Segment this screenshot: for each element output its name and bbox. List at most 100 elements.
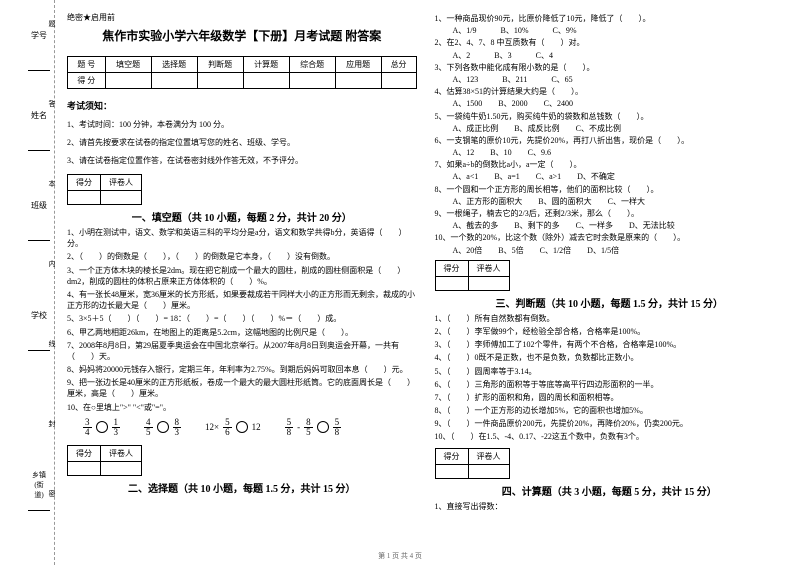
- fill-q: 6、甲乙两地相距26km，在地图上的距离是5.2cm，这幅地图的比例尺是（ ）。: [67, 327, 417, 338]
- choice-opts: A、2 B、3 C、4: [453, 50, 785, 61]
- td: [381, 73, 416, 89]
- choice-opts: A、20倍 B、5倍 C、1/2倍 D、1/5倍: [453, 245, 785, 256]
- choice-q: 2、在2、4、7、8 中互质数有（ ）对。: [435, 37, 785, 48]
- judge-q: 10、（ ）在1.5、-4、0.17、-22这五个数中，负数有3个。: [435, 431, 785, 442]
- margin-line: [28, 350, 50, 351]
- sb-label: 评卷人: [468, 260, 509, 276]
- choice-q: 8、一个圆和一个正方形的周长相等，他们的面积比较（ ）。: [435, 184, 785, 195]
- fill-q: 9、把一张边长是40厘米的正方形纸板，卷成一个最大的最大圆柱形纸筒。它的底面周长…: [67, 377, 417, 399]
- notice-item: 3、请在试卷指定位置作答，在试卷密封线外作答无效，不予评分。: [67, 155, 417, 167]
- sb-cell: [468, 276, 509, 290]
- score-table: 题 号 填空题 选择题 判断题 计算题 综合题 应用题 总分 得 分: [67, 56, 417, 89]
- choice-opts: A、a<1 B、a=1 C、a>1 D、不确定: [453, 171, 785, 182]
- sb-label: 评卷人: [101, 175, 142, 191]
- fill-q: 5、3×5＋5（ ）（ ）= 18：（ ）=（ ）（ ）%＝（ ）成。: [67, 313, 417, 324]
- circle-blank: [157, 421, 169, 433]
- td: [289, 73, 335, 89]
- margin-line: [28, 510, 50, 511]
- seal-char: 内: [47, 260, 57, 267]
- judge-q: 3、（ ）李师傅加工了102个零件，有两个不合格，合格率是100%。: [435, 339, 785, 350]
- sb-cell: [101, 461, 142, 475]
- judge-q: 4、（ ）0既不是正数，也不是负数，负数都比正数小。: [435, 352, 785, 363]
- right-column: 1、一种商品现价90元，比原价降低了10元，降低了（ ）。 A、1/9 B、10…: [435, 12, 785, 559]
- fill-q: 10、在○里填上">" "<"或"="。: [67, 402, 417, 413]
- seal-char: 本: [47, 180, 57, 187]
- frac-compare: 34 13: [83, 418, 120, 437]
- choice-q: 1、一种商品现价90元，比原价降低了10元，降低了（ ）。: [435, 13, 785, 24]
- th: 应用题: [335, 57, 381, 73]
- choice-q: 10、一个数的20%，比这个数（除外）减去它时余数是原来的（ ）。: [435, 232, 785, 243]
- judge-q: 1、（ ）所有自然数都有倒数。: [435, 313, 785, 324]
- th: 题 号: [68, 57, 106, 73]
- judge-q: 7、（ ）扩形的面积和角，圆的周长和面积相等。: [435, 392, 785, 403]
- choice-q: 7、如果a÷b的倒数比a小，a一定（ ）。: [435, 159, 785, 170]
- td: [151, 73, 197, 89]
- td: [105, 73, 151, 89]
- choice-opts: A、123 B、211 C、65: [453, 74, 785, 85]
- judge-q: 8、（ ）一个正方形的边长增加5%，它的面积也增加5%。: [435, 405, 785, 416]
- left-column: 绝密★启用前 焦作市实验小学六年级数学【下册】月考试题 附答案 题 号 填空题 …: [67, 12, 417, 559]
- th: 填空题: [105, 57, 151, 73]
- judge-q: 6、（ ）三角形的面积等于等底等高平行四边形面积的一半。: [435, 379, 785, 390]
- margin-line: [28, 70, 50, 71]
- margin-line: [28, 150, 50, 151]
- choice-q: 4、估算38×51的计算结果大约是（ ）。: [435, 86, 785, 97]
- td: [197, 73, 243, 89]
- seal-char: 答: [47, 100, 57, 107]
- sb-label: 评卷人: [468, 448, 509, 464]
- fill-q: 3、一个正方体木块的棱长是2dm。现在把它削成一个最大的圆柱，削成的圆柱侧面积是…: [67, 265, 417, 287]
- fill-q: 8、妈妈将20000元钱存入银行，定期三年，年利率为2.75%。到期后妈妈可取回…: [67, 364, 417, 375]
- sb-cell: [68, 191, 101, 205]
- section3-title: 三、判断题（共 10 小题，每题 1.5 分，共计 15 分）: [435, 295, 785, 310]
- fill-q: 1、小明在测试中，语文、数学和英语三科的平均分是a分，语文和数学共得b分，英语得…: [67, 227, 417, 249]
- notice-title: 考试须知：: [67, 99, 417, 112]
- choice-q: 5、一袋纯牛奶1.50元，购买纯牛奶的袋数和总钱数（ ）。: [435, 111, 785, 122]
- frac-compare: 12× 56 12: [205, 418, 261, 437]
- judge-q: 5、（ ）圆周率等于3.14。: [435, 366, 785, 377]
- sb-label: 得分: [68, 175, 101, 191]
- choice-opts: A、1500 B、2000 C、2400: [453, 98, 785, 109]
- margin-label: 姓名: [30, 110, 48, 121]
- notice-item: 1、考试时间：100 分钟，本卷满分为 100 分。: [67, 119, 417, 131]
- sb-cell: [68, 461, 101, 475]
- circle-blank: [96, 421, 108, 433]
- seal-char: 线: [47, 340, 57, 347]
- fill-q: 7、2008年8月8日，第29届夏季奥运会在中国北京举行。从2007年8月8日到…: [67, 340, 417, 362]
- frac-compare: 45 83: [144, 418, 181, 437]
- section4-title: 四、计算题（共 3 小题，每题 5 分，共计 15 分）: [435, 483, 785, 498]
- margin-label: 班级: [30, 200, 48, 211]
- notice-item: 2、请首先按要求在试卷的指定位置填写您的姓名、班级、学号。: [67, 137, 417, 149]
- choice-q: 3、下列各数中能化成有限小数的是（ ）。: [435, 62, 785, 73]
- choice-q: 9、一根绳子，楠去它的2/3后，还剩2/3米，那么（ ）。: [435, 208, 785, 219]
- frac-compare: 58 - 85 58: [285, 418, 342, 437]
- choice-opts: A、12 B、10 C、9.6: [453, 147, 785, 158]
- binding-margin: 学号 姓名 班级 学校 乡镇(街道) 题 答 本 内 线 封 密: [0, 0, 55, 565]
- fill-q: 4、有一张长48厘米，宽36厘米的长方形纸，如果要裁成若干同样大小的正方形而无剩…: [67, 289, 417, 311]
- section2-title: 二、选择题（共 10 小题，每题 1.5 分，共计 15 分）: [67, 480, 417, 495]
- sb-label: 得分: [68, 445, 101, 461]
- sb-label: 评卷人: [101, 445, 142, 461]
- section-scorebox: 得分 评卷人: [67, 174, 417, 205]
- section-scorebox: 得分 评卷人: [435, 260, 785, 291]
- th: 判断题: [197, 57, 243, 73]
- margin-label: 学校: [30, 310, 48, 321]
- td: 得 分: [68, 73, 106, 89]
- td: [243, 73, 289, 89]
- th: 总分: [381, 57, 416, 73]
- section1-title: 一、填空题（共 10 小题，每题 2 分，共计 20 分）: [67, 209, 417, 224]
- seal-char: 封: [47, 420, 57, 427]
- choice-opts: A、1/9 B、10% C、9%: [453, 25, 785, 36]
- circle-blank: [236, 421, 248, 433]
- judge-q: 9、（ ）一件商品原价200元，先提价20%，再降价20%，仍卖200元。: [435, 418, 785, 429]
- section-scorebox: 得分 评卷人: [67, 445, 417, 476]
- sb-label: 得分: [435, 260, 468, 276]
- circle-blank: [317, 421, 329, 433]
- margin-label: 学号: [30, 30, 48, 41]
- th: 选择题: [151, 57, 197, 73]
- exam-title: 焦作市实验小学六年级数学【下册】月考试题 附答案: [67, 27, 417, 44]
- th: 计算题: [243, 57, 289, 73]
- sb-cell: [435, 276, 468, 290]
- choice-q: 6、一支钢笔的原价10元，先提价20%，再打八折出售，现价是（ ）。: [435, 135, 785, 146]
- sb-label: 得分: [435, 448, 468, 464]
- seal-char: 密: [47, 490, 57, 497]
